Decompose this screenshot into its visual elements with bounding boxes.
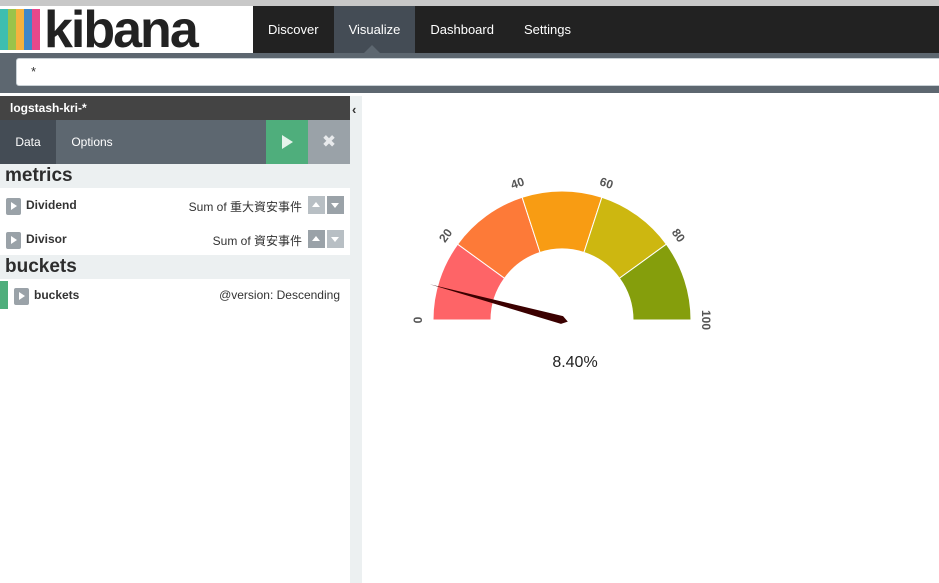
agg-name: Divisor: [26, 232, 67, 246]
gauge-chart: 0 20 40 60 80 100: [411, 174, 713, 330]
gauge-needle: [429, 284, 568, 324]
index-pattern-title: logstash-kri-*: [0, 96, 350, 120]
logo-text: kibana: [44, 6, 199, 53]
gauge-tick-label: 40: [509, 174, 526, 192]
gauge-tick-label: 20: [436, 226, 455, 245]
query-input[interactable]: *: [16, 58, 939, 86]
gauge-bands: [432, 190, 692, 321]
gauge-tick-label: 60: [598, 174, 615, 192]
top-navbar: kibana Discover Visualize Dashboard Sett…: [0, 0, 939, 53]
chevron-up-icon: [312, 236, 320, 241]
buckets-heading: buckets: [0, 255, 350, 279]
logo-bar: [24, 9, 32, 50]
nav-tab-dashboard[interactable]: Dashboard: [430, 22, 494, 37]
logo-bar: [32, 9, 40, 50]
metric-row-divisor[interactable]: Divisor Sum of 資安事件: [0, 225, 350, 255]
apply-changes-button[interactable]: [266, 120, 308, 164]
expand-toggle-icon[interactable]: [14, 288, 29, 305]
agg-description: Sum of 資安事件: [212, 234, 302, 248]
kibana-logo[interactable]: kibana: [0, 6, 253, 53]
logo-bar: [8, 9, 16, 50]
browser-edge: [0, 0, 939, 6]
vis-editor-sidebar: logstash-kri-* Data Options ✖ metrics Di…: [0, 96, 350, 583]
nav-tab-settings[interactable]: Settings: [523, 22, 571, 37]
logo-bar: [0, 9, 8, 50]
agg-description: @version: Descending: [219, 288, 340, 302]
gauge-tick-label: 80: [669, 226, 688, 245]
tab-data[interactable]: Data: [0, 120, 56, 164]
agg-name: buckets: [34, 288, 80, 302]
chevron-down-icon: [331, 203, 339, 208]
gauge-tick-label: 100: [699, 310, 713, 330]
play-icon: [282, 135, 293, 149]
expand-toggle-icon[interactable]: [6, 198, 21, 215]
expand-toggle-icon[interactable]: [6, 232, 21, 249]
sidebar-gutter[interactable]: [350, 96, 362, 583]
close-icon: ✖: [321, 132, 337, 151]
active-tab-caret: [364, 45, 380, 53]
chevron-left-icon[interactable]: ‹: [352, 102, 357, 117]
app-nav: Discover Visualize Dashboard Settings: [253, 6, 586, 53]
move-down-button[interactable]: [327, 196, 344, 214]
agg-name: Dividend: [26, 198, 77, 212]
logo-bar: [16, 9, 24, 50]
gauge-band: [618, 243, 692, 321]
chevron-down-icon: [331, 237, 339, 242]
move-down-button[interactable]: [327, 230, 344, 248]
move-up-button[interactable]: [308, 230, 325, 248]
query-bar: *: [0, 53, 939, 93]
gauge-value-label: 8.40%: [552, 354, 598, 371]
sidebar-tabbar: Data Options ✖: [0, 120, 350, 164]
nav-tab-discover[interactable]: Discover: [268, 22, 319, 37]
chevron-up-icon: [312, 202, 320, 207]
metrics-heading: metrics: [0, 164, 350, 188]
agg-description: Sum of 重大資安事件: [188, 200, 302, 214]
gauge-tick-label: 0: [411, 316, 425, 323]
move-up-button[interactable]: [308, 196, 325, 214]
tab-options[interactable]: Options: [71, 135, 113, 149]
discard-changes-button[interactable]: ✖: [308, 120, 350, 164]
bucket-status-marker: [0, 281, 8, 309]
bucket-row[interactable]: buckets @version: Descending: [0, 281, 350, 311]
metric-row-dividend[interactable]: Dividend Sum of 重大資安事件: [0, 191, 350, 221]
